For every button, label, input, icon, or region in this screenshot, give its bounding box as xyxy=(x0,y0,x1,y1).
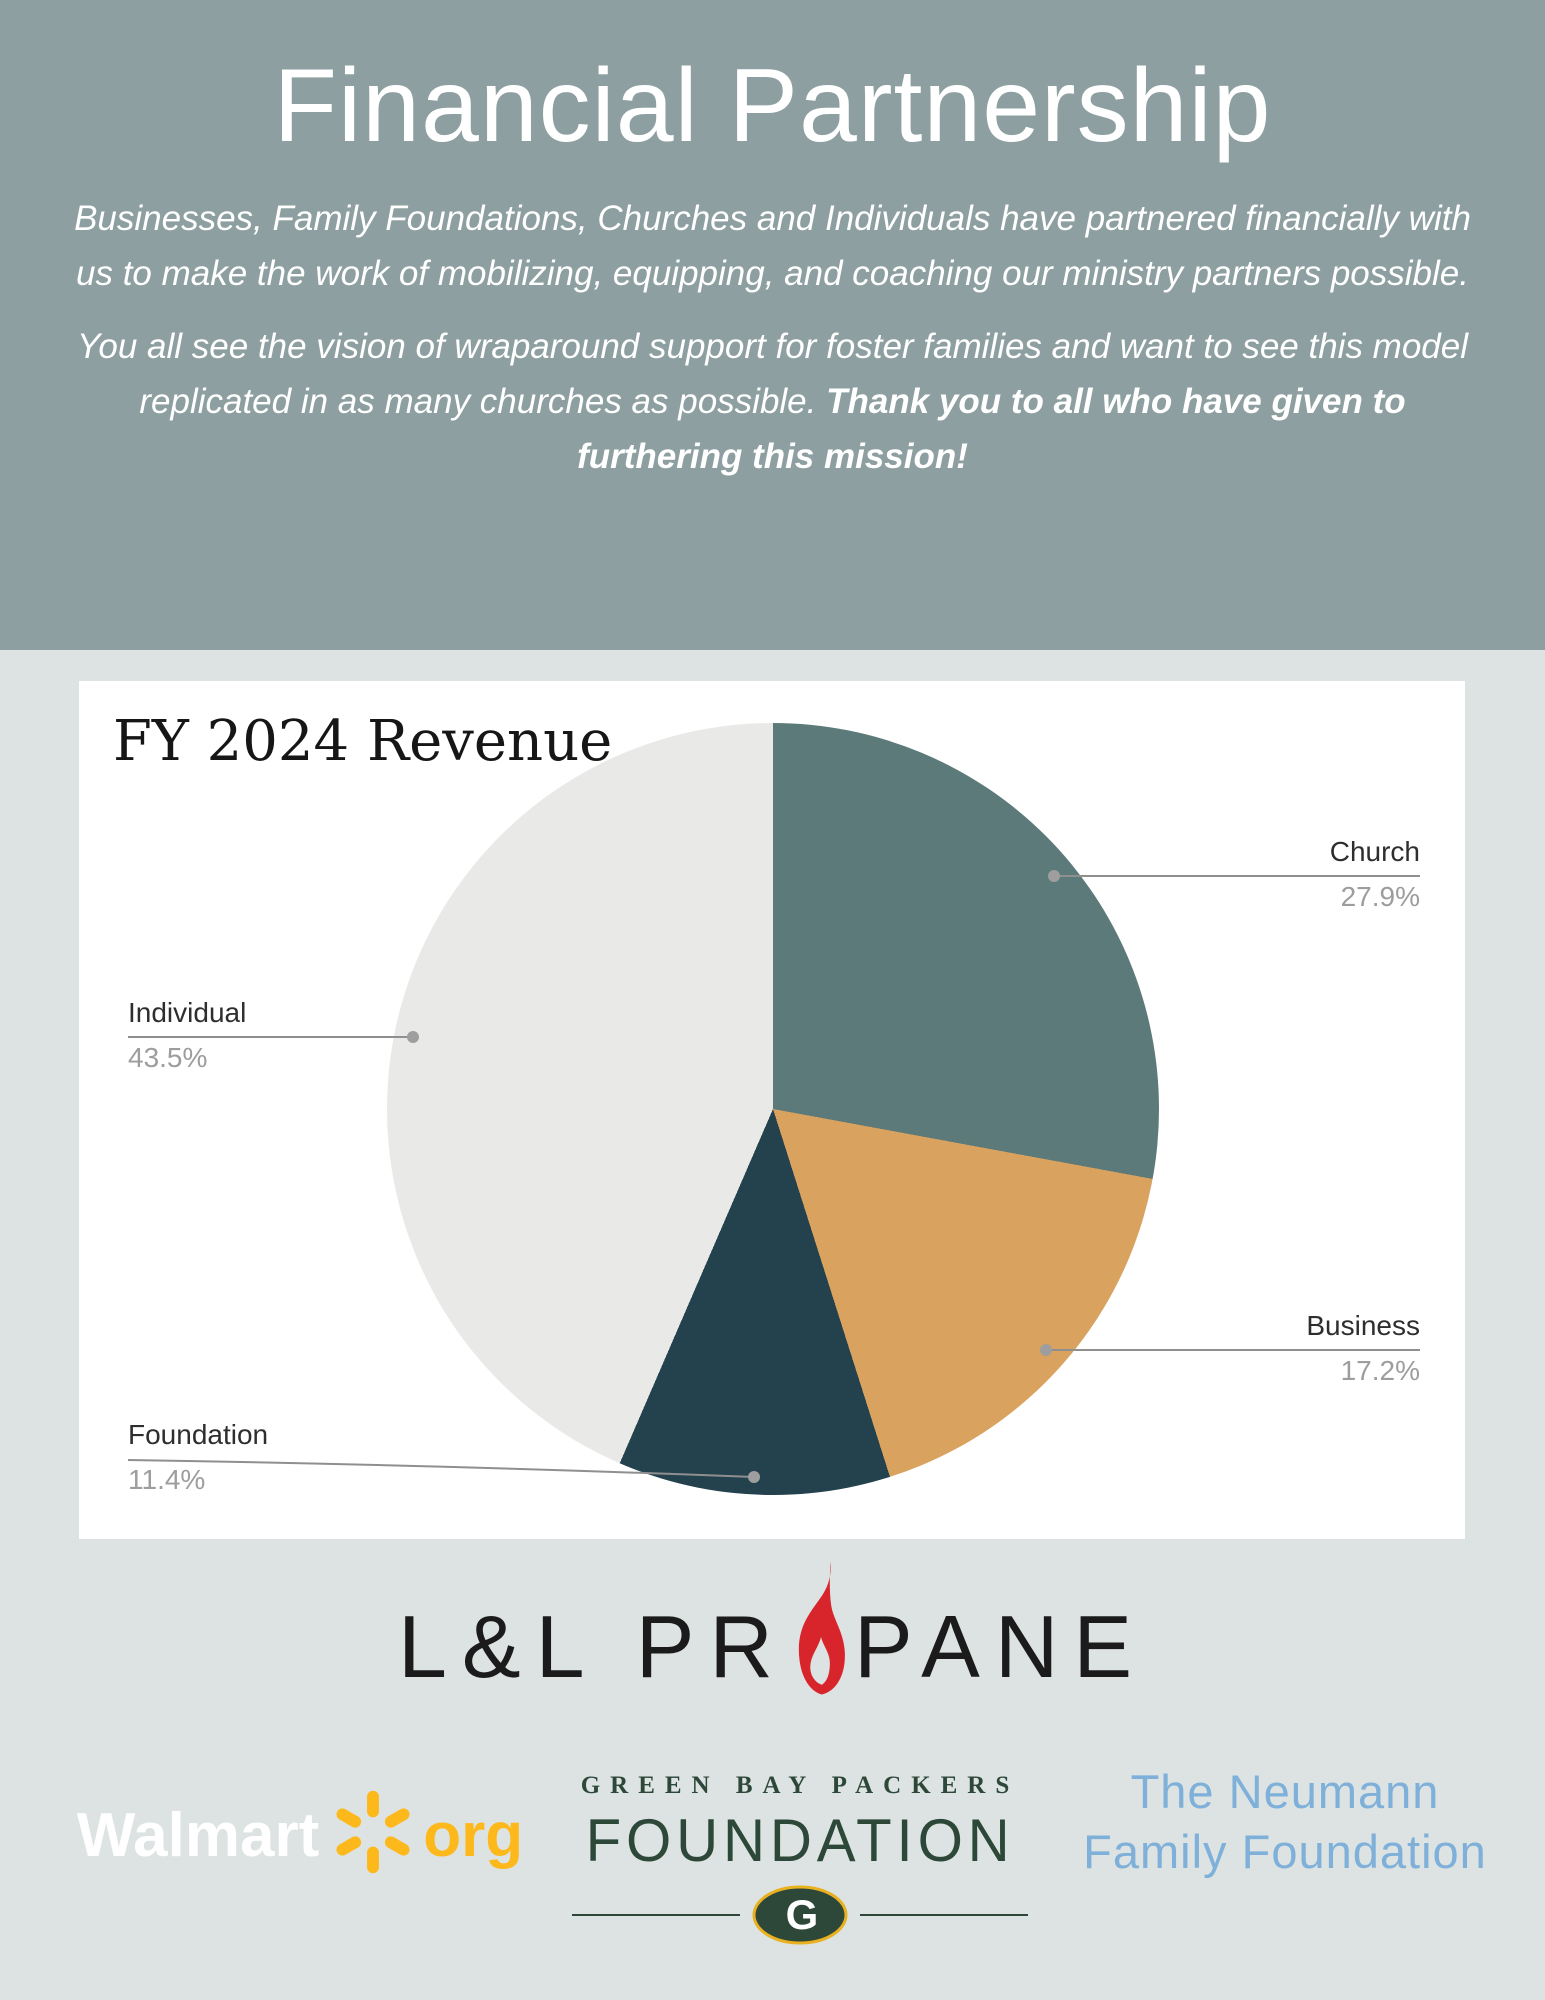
packers-g-icon: G xyxy=(752,1885,848,1945)
flame-icon xyxy=(798,1561,845,1695)
packers-foundation-line2: FOUNDATION xyxy=(585,1807,1015,1874)
vision-paragraph-normal: You all see the vision of wraparound sup… xyxy=(76,327,1469,422)
packers-foundation-divider: G xyxy=(572,1883,1028,1947)
revenue-chart-card: FY 2024 Revenue Church 27.9% Business 17… xyxy=(79,681,1465,1539)
ll-propane-text-left: L&L PR xyxy=(397,1597,788,1696)
chart-title: FY 2024 Revenue xyxy=(113,709,613,774)
divider-line-right xyxy=(860,1914,1028,1916)
ll-propane-text-right: PANE xyxy=(853,1597,1148,1696)
walmart-org-logo: Walmart org xyxy=(50,1788,550,1882)
vision-paragraph: You all see the vision of wraparound sup… xyxy=(73,319,1473,484)
business-value: 17.2% xyxy=(1340,1355,1420,1386)
packers-foundation-line1: GREEN BAY PACKERS xyxy=(580,1772,1020,1799)
neumann-line1: The Neumann xyxy=(1130,1765,1440,1818)
church-callout: Church 27.9% xyxy=(1330,835,1420,913)
foundation-callout: Foundation 11.4% xyxy=(128,1418,268,1496)
walmart-wordmark: Walmart xyxy=(76,1800,320,1870)
business-callout: Business 17.2% xyxy=(1306,1309,1420,1387)
business-label: Business xyxy=(1306,1310,1420,1341)
ll-propane-logo: L&L PR PANE xyxy=(0,1545,1545,1705)
intro-paragraph: Businesses, Family Foundations, Churches… xyxy=(74,199,1471,294)
individual-callout: Individual 43.5% xyxy=(128,996,246,1074)
vision-paragraph-bold: Thank you to all who have given to furth… xyxy=(577,382,1406,477)
walmart-spark-icon xyxy=(336,1790,410,1874)
pie-chart xyxy=(387,723,1159,1495)
divider-line-left xyxy=(572,1914,740,1916)
walmart-org-suffix: org xyxy=(423,1800,524,1870)
packers-g-letter: G xyxy=(786,1891,819,1938)
foundation-value: 11.4% xyxy=(128,1464,206,1495)
header-banner: Financial Partnership Businesses, Family… xyxy=(0,0,1545,650)
packers-foundation-logo: GREEN BAY PACKERS FOUNDATION G xyxy=(560,1772,1040,1947)
neumann-line2: Family Foundation xyxy=(1083,1825,1487,1878)
neumann-foundation-logo: The Neumann Family Foundation xyxy=(1040,1762,1530,1882)
page-title: Financial Partnership xyxy=(273,48,1272,164)
church-value: 27.9% xyxy=(1340,881,1420,912)
individual-label: Individual xyxy=(128,997,247,1028)
foundation-label: Foundation xyxy=(128,1419,269,1450)
church-label: Church xyxy=(1329,836,1420,867)
individual-value: 43.5% xyxy=(128,1042,208,1073)
